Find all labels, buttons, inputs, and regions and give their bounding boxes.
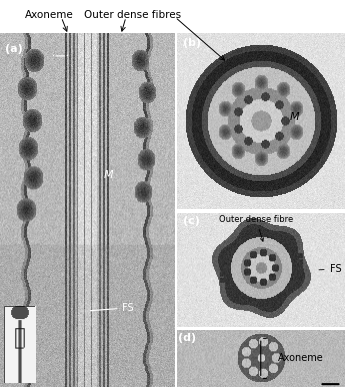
Text: M: M [289, 112, 299, 122]
Text: (a): (a) [5, 43, 23, 53]
Text: (d): (d) [178, 332, 197, 342]
Text: M: M [104, 170, 113, 180]
Text: (c): (c) [183, 216, 200, 226]
Text: Axoneme: Axoneme [25, 10, 74, 20]
Text: Outer dense fibres: Outer dense fibres [84, 10, 182, 20]
Text: FS: FS [319, 264, 341, 274]
Text: FS: FS [90, 303, 134, 313]
Text: Outer dense fibre: Outer dense fibre [219, 215, 293, 241]
Text: Axoneme: Axoneme [278, 353, 323, 363]
Text: (b): (b) [183, 38, 202, 48]
Bar [4, 306, 35, 383]
